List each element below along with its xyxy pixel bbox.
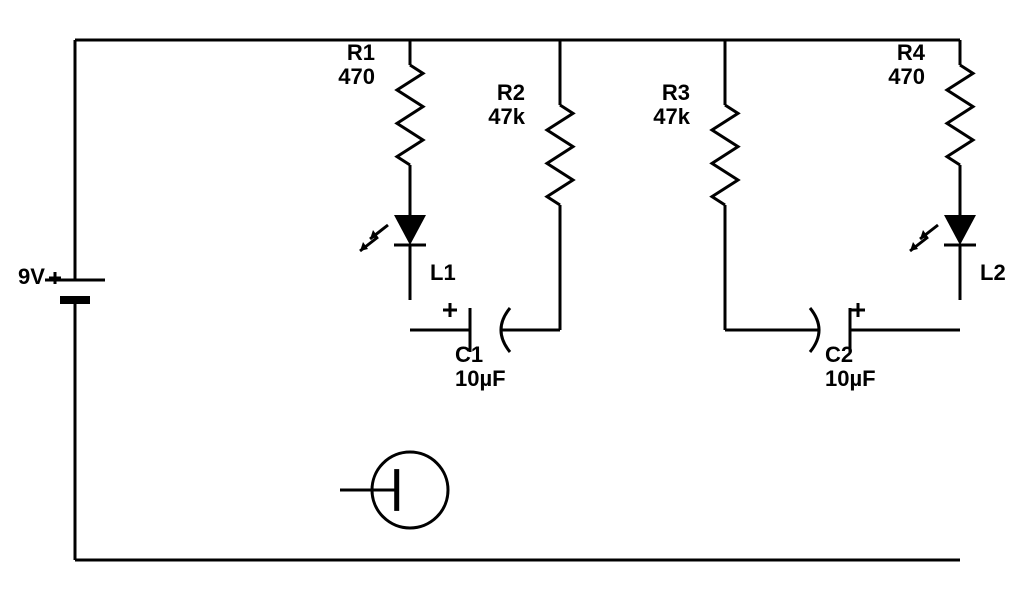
- capacitor-c1-value: 10µF: [455, 366, 506, 391]
- resistor-r4: [947, 40, 973, 190]
- resistor-r3: [712, 80, 738, 230]
- resistor-r2-name: R2: [497, 80, 525, 105]
- transistor-q1: [340, 452, 448, 528]
- resistor-r4-name: R4: [897, 40, 926, 65]
- resistor-r4-value: 470: [888, 64, 925, 89]
- resistor-r3-name: R3: [662, 80, 690, 105]
- resistor-r3-value: 47k: [653, 104, 690, 129]
- led-l1-label: L1: [430, 260, 456, 285]
- capacitor-c1-name: C1: [455, 342, 483, 367]
- battery-label: 9V: [18, 264, 45, 289]
- led-l2-label: L2: [980, 260, 1006, 285]
- resistor-r1-name: R1: [347, 40, 375, 65]
- capacitor-c2-name: C2: [825, 342, 853, 367]
- led-l2: [910, 190, 976, 300]
- resistor-r1: [397, 40, 423, 190]
- led-l1: [360, 190, 426, 300]
- resistor-r2-value: 47k: [488, 104, 525, 129]
- capacitor-c2-value: 10µF: [825, 366, 876, 391]
- capacitor-c1: [410, 303, 560, 352]
- resistor-r2: [547, 80, 573, 230]
- circuit-schematic: 9VR1470R247kR347kR4470L1L2C110µFC210µF: [0, 0, 1024, 601]
- resistor-r1-value: 470: [338, 64, 375, 89]
